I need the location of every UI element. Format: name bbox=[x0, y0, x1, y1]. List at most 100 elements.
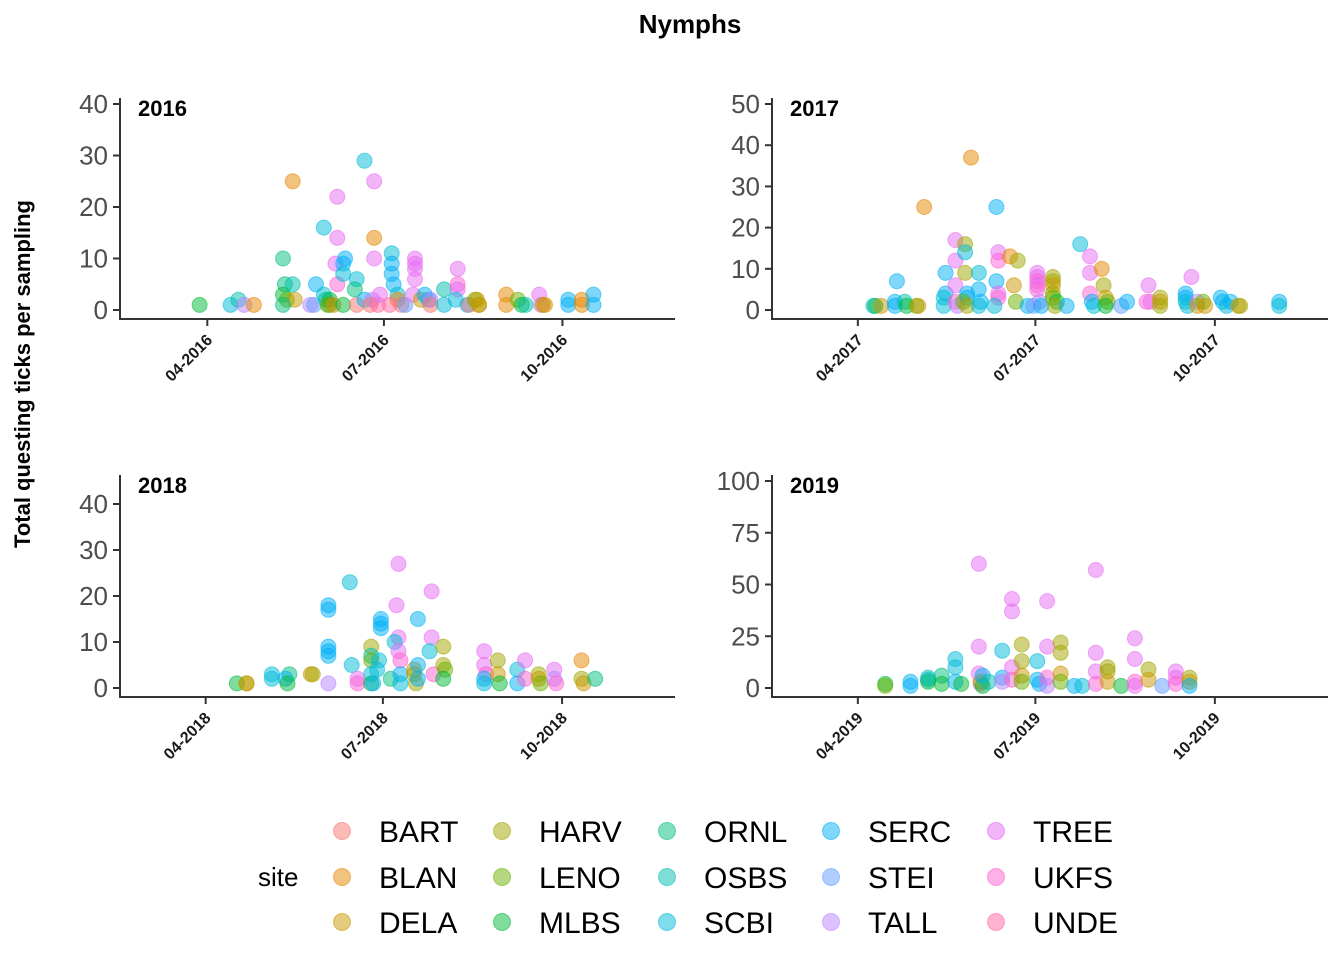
axis-lines bbox=[771, 98, 1328, 320]
legend-key bbox=[822, 868, 840, 886]
panel-2017: 0 10 20 30 40 50 04-2017 07-2017 10-2017 2017 bbox=[731, 89, 1328, 385]
data-point-leno bbox=[877, 677, 894, 694]
data-point-ornl bbox=[346, 281, 363, 298]
data-point-serc bbox=[1119, 293, 1136, 310]
data-point-tree bbox=[329, 188, 346, 205]
data-point-dela bbox=[1099, 673, 1116, 690]
data-point-serc bbox=[320, 647, 337, 664]
data-point-tree bbox=[329, 229, 346, 246]
data-point-osbs bbox=[980, 673, 997, 690]
legend-label: LENO bbox=[539, 862, 621, 895]
y-tick-label: 40 bbox=[731, 130, 760, 160]
data-point-blan bbox=[573, 652, 590, 669]
data-point-blan bbox=[1093, 260, 1110, 277]
y-tick-label: 100 bbox=[717, 466, 760, 496]
data-point-scbi bbox=[341, 574, 358, 591]
data-point-scbi bbox=[986, 297, 1003, 314]
y-tick-label: 20 bbox=[731, 213, 760, 243]
x-tick-label: 04-2016 bbox=[163, 332, 217, 386]
legend-key bbox=[658, 913, 676, 931]
data-point-harv bbox=[1013, 653, 1030, 670]
legend-item-tree: TREE bbox=[987, 816, 1113, 849]
x-tick-label: 07-2016 bbox=[339, 332, 393, 386]
legend-label: BLAN bbox=[379, 862, 457, 895]
data-point-tree bbox=[947, 277, 964, 294]
data-point-serc bbox=[1181, 677, 1198, 694]
legend-item-unde: UNDE bbox=[987, 907, 1118, 940]
data-point-scbi bbox=[476, 675, 493, 692]
y-tick-label: 50 bbox=[731, 570, 760, 600]
legend-item-leno: LENO bbox=[493, 862, 621, 895]
data-point-stei bbox=[1154, 677, 1171, 694]
data-point-scbi bbox=[994, 642, 1011, 659]
data-point-tree bbox=[407, 271, 423, 288]
legend-item-mlbs: MLBS bbox=[493, 907, 621, 940]
y-tick-label: 20 bbox=[79, 581, 108, 611]
data-point-serc bbox=[902, 677, 919, 694]
legend-item-harv: HARV bbox=[493, 816, 622, 849]
data-point-scbi bbox=[1074, 677, 1091, 694]
data-point-osbs bbox=[284, 276, 301, 293]
x-tick-label: 10-2017 bbox=[1170, 332, 1224, 386]
data-point-scbi bbox=[356, 152, 373, 169]
panel-2019: 0 25 50 75 100 04-2019 07-2019 10-2019 2019 bbox=[717, 466, 1328, 763]
data-point-harv bbox=[435, 638, 452, 655]
data-point-osbs bbox=[920, 669, 937, 686]
y-axis-label: Total questing ticks per sampling bbox=[10, 200, 35, 548]
legend-item-serc: SERC bbox=[822, 816, 951, 849]
data-point-dela bbox=[238, 675, 255, 692]
data-point-scbi bbox=[315, 219, 332, 236]
data-point-harv bbox=[1009, 252, 1026, 269]
legend-key bbox=[333, 822, 351, 840]
data-point-harv bbox=[304, 666, 321, 683]
data-point-leno bbox=[1013, 673, 1030, 690]
data-point-tree bbox=[1082, 248, 1098, 265]
data-point-serc bbox=[585, 296, 602, 313]
data-point-scbi bbox=[1029, 653, 1046, 670]
x-tick-label: 04-2017 bbox=[813, 332, 867, 386]
data-point-ukfs bbox=[548, 675, 565, 692]
legend-label: TREE bbox=[1033, 816, 1113, 849]
data-point-tall bbox=[1039, 677, 1056, 694]
data-point-serc bbox=[560, 296, 577, 313]
legend-key bbox=[493, 822, 511, 840]
legend-key bbox=[493, 868, 511, 886]
data-point-serc bbox=[409, 657, 426, 673]
y-tick-label: 10 bbox=[79, 244, 108, 274]
data-point-tree bbox=[366, 173, 383, 190]
x-tick-label: 10-2019 bbox=[1170, 710, 1224, 764]
y-tick-label: 10 bbox=[731, 254, 760, 284]
y-tick-label: 25 bbox=[731, 621, 760, 651]
y-tick-label: 10 bbox=[79, 627, 108, 657]
panel-label: 2016 bbox=[138, 96, 187, 121]
legend-key bbox=[493, 913, 511, 931]
data-point-mlbs bbox=[279, 675, 296, 692]
y-tick-label: 0 bbox=[746, 295, 760, 325]
y-tick-label: 20 bbox=[79, 192, 108, 222]
points bbox=[228, 555, 604, 692]
data-point-serc bbox=[1058, 297, 1075, 314]
data-point-blan bbox=[963, 149, 979, 166]
data-point-scbi bbox=[263, 670, 280, 687]
data-point-dela bbox=[1005, 277, 1022, 294]
data-point-tree bbox=[970, 638, 987, 655]
data-point-tree bbox=[1126, 651, 1143, 667]
x-tick-label: 10-2016 bbox=[518, 332, 572, 386]
data-point-harv bbox=[1052, 644, 1069, 661]
data-point-scbi bbox=[369, 661, 386, 678]
points bbox=[877, 555, 1198, 694]
data-point-serc bbox=[320, 601, 337, 618]
data-point-dela bbox=[1197, 297, 1214, 314]
data-point-scbi bbox=[947, 659, 964, 676]
legend: site BART BLAN DELA HARV LENO MLBS ORNL OSBS SCB… bbox=[258, 816, 1118, 940]
data-point-tall bbox=[320, 675, 337, 692]
y-tick-label: 0 bbox=[94, 673, 108, 703]
data-point-osbs bbox=[436, 281, 453, 298]
data-point-tree bbox=[1039, 638, 1056, 655]
data-point-harv bbox=[1013, 636, 1030, 653]
legend-key bbox=[333, 868, 351, 886]
data-point-scbi bbox=[421, 643, 438, 660]
data-point-serc bbox=[409, 611, 426, 627]
legend-key bbox=[822, 822, 840, 840]
